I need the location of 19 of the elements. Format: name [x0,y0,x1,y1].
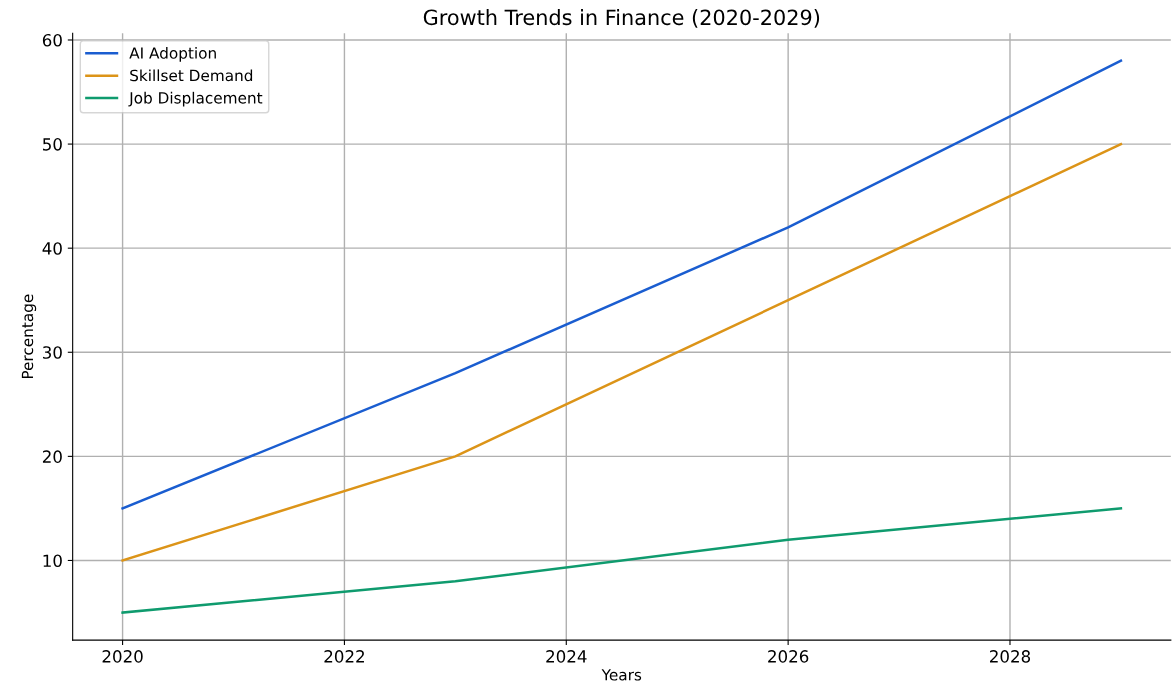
x-tick-label: 2026 [768,650,809,663]
legend-label: Skillset Demand [130,69,253,82]
legend-label: Job Displacement [128,91,263,107]
line-series [121,142,1123,562]
legend-label: AI Adoption [129,46,216,62]
y-tick-label: 60 [42,33,62,47]
y-tick-label: 40 [42,242,62,255]
x-tick-label: 2024 [546,650,587,663]
chart-title: Growth Trends in Finance (2020-2029) [423,9,820,28]
y-tick-label: 20 [42,450,62,463]
line-series [121,507,1123,614]
x-tick-label: 2020 [102,650,143,663]
y-tick-label: 30 [43,346,62,359]
y-tick-label: 50 [43,138,62,151]
x-tick-label: 2022 [324,650,364,663]
x-axis-title: Years [601,669,642,681]
x-tick-label: 2028 [990,650,1031,663]
y-axis-title: Percentage [21,294,37,379]
y-tick-label: 10 [43,554,62,568]
